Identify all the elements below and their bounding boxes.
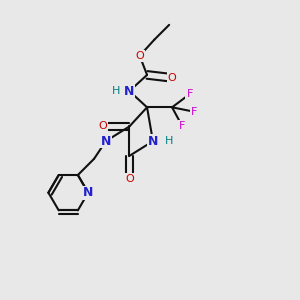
Text: O: O	[168, 73, 176, 83]
Text: O: O	[125, 174, 134, 184]
Text: N: N	[148, 135, 158, 148]
Text: N: N	[124, 85, 135, 98]
Text: H: H	[112, 86, 121, 96]
Text: F: F	[187, 89, 193, 99]
Text: F: F	[179, 122, 186, 131]
Text: N: N	[100, 135, 111, 148]
Text: O: O	[98, 122, 107, 131]
Text: O: O	[135, 51, 144, 61]
Text: F: F	[191, 107, 197, 117]
Text: N: N	[83, 186, 93, 199]
Text: H: H	[165, 136, 173, 146]
